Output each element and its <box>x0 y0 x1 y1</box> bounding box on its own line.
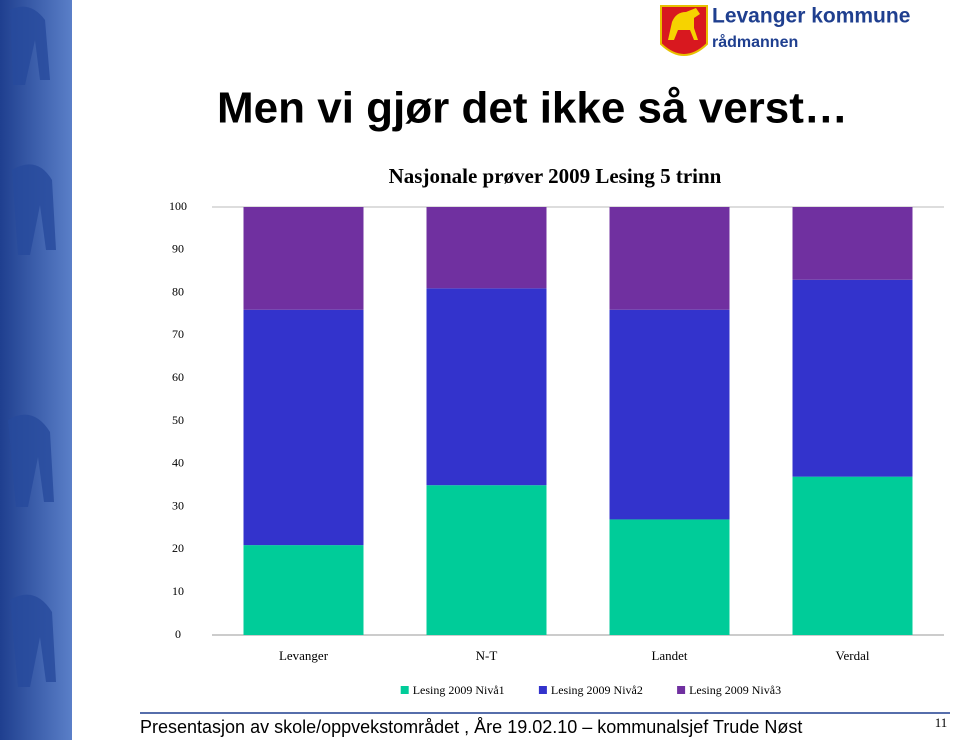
bar-segment <box>792 207 913 280</box>
x-tick-label: Verdal <box>836 648 870 663</box>
footer: Presentasjon av skole/oppvekstområdet , … <box>140 717 802 737</box>
bar-segment <box>426 288 547 486</box>
legend-label: Lesing 2009 Nivå1 <box>413 683 505 697</box>
legend-swatch <box>400 686 409 694</box>
y-tick-label: 100 <box>169 199 187 213</box>
legend-label: Lesing 2009 Nivå3 <box>689 683 781 697</box>
legend-swatch <box>677 686 686 694</box>
bar-segment <box>609 519 730 635</box>
x-tick-label: N-T <box>476 648 498 663</box>
y-tick-label: 70 <box>172 327 184 341</box>
bar-segment <box>426 207 547 289</box>
legend-label: Lesing 2009 Nivå2 <box>551 683 643 697</box>
logo <box>660 5 708 56</box>
y-tick-label: 20 <box>172 541 184 555</box>
x-tick-label: Levanger <box>279 648 329 663</box>
bar-segment <box>609 207 730 310</box>
y-tick-label: 90 <box>172 242 184 256</box>
bar-segment <box>243 309 364 546</box>
page-number: 11 <box>935 715 948 730</box>
chart-title: Nasjonale prøver 2009 Lesing 5 trinn <box>389 164 722 188</box>
y-tick-label: 10 <box>172 584 184 598</box>
bar-segment <box>243 545 364 635</box>
y-tick-label: 60 <box>172 370 184 384</box>
organization: Levanger kommune <box>712 5 910 28</box>
y-tick-label: 50 <box>172 413 184 427</box>
y-tick-label: 0 <box>175 627 181 641</box>
y-tick-label: 30 <box>172 498 184 512</box>
y-tick-label: 40 <box>172 456 184 470</box>
bar-segment <box>609 309 730 520</box>
department: rådmannen <box>712 33 798 51</box>
bar-segment <box>243 207 364 310</box>
legend-swatch <box>538 686 547 694</box>
x-tick-label: Landet <box>651 648 687 663</box>
bar-segment <box>426 485 547 635</box>
bar-segment <box>792 476 913 635</box>
bar-segment <box>792 279 913 477</box>
y-tick-label: 80 <box>172 284 184 298</box>
slide-title: Men vi gjør det ikke så verst… <box>217 84 848 133</box>
decor-horses <box>8 6 56 687</box>
